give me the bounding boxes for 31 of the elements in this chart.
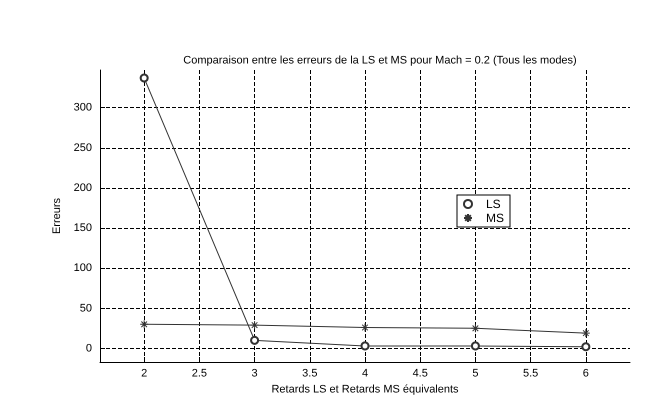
point <box>140 320 149 329</box>
point <box>140 74 149 83</box>
y-tick-label: 100 <box>74 262 92 274</box>
x-tick-label: 4.5 <box>412 368 428 380</box>
point <box>250 336 260 345</box>
legend-label: LS <box>486 197 501 211</box>
y-tick-label: 50 <box>80 302 92 314</box>
y-tick-label: 0 <box>86 342 92 354</box>
y-tick-label: 250 <box>74 142 92 154</box>
point <box>470 341 480 350</box>
x-tick-label: 6 <box>582 368 589 380</box>
x-tick-label: 3.5 <box>302 368 318 380</box>
x-axis-title: Retards LS et Retards MS équivalents <box>271 383 460 396</box>
point <box>360 341 370 350</box>
point <box>470 324 480 333</box>
x-tick-label: 5 <box>472 368 478 380</box>
y-tick-label: 200 <box>74 182 92 194</box>
point <box>581 342 590 352</box>
point <box>581 328 590 338</box>
point <box>250 320 260 330</box>
y-axis-title: Erreurs <box>51 197 64 234</box>
y-tick-label: 300 <box>74 102 92 114</box>
x-tick-label: 2 <box>141 368 148 380</box>
point <box>360 323 370 332</box>
y-tick-label: 150 <box>74 222 92 234</box>
legend-label: MS <box>486 211 504 225</box>
x-tick-label: 2.5 <box>192 368 208 380</box>
x-tick-label: 5.5 <box>522 368 538 380</box>
chart-title: Comparaison entre les erreurs de la LS et MS pour Mach = 0.2 (Tous les modes) <box>183 54 577 66</box>
x-tick-label: 4 <box>362 368 368 380</box>
x-tick-label: 3 <box>252 368 258 380</box>
